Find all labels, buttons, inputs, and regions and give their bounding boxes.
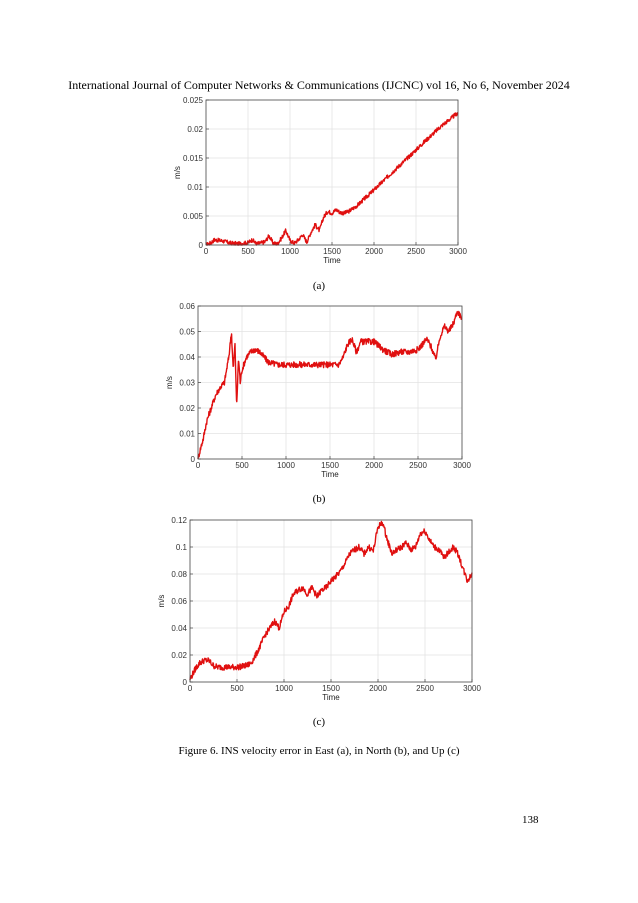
y-tick-label: 0.02 (179, 404, 195, 413)
sublabel-b: (b) (312, 493, 326, 505)
y-tick-label: 0.04 (179, 353, 195, 362)
x-tick-label: 2000 (365, 461, 383, 470)
x-axis-label: Time (323, 256, 341, 265)
y-axis-label: m/s (173, 166, 182, 179)
x-tick-label: 0 (188, 684, 193, 693)
x-tick-label: 500 (235, 461, 249, 470)
x-tick-label: 500 (241, 247, 255, 256)
x-tick-label: 1500 (321, 461, 339, 470)
x-tick-label: 500 (230, 684, 244, 693)
x-axis-label: Time (322, 693, 340, 702)
y-axis-label: m/s (165, 376, 174, 389)
chart-east-velocity-error: 0 500 1000 1500 2000 2500 3000 0 0.005 0.01 0.015 0… (173, 96, 467, 265)
x-tick-label: 2500 (416, 684, 434, 693)
x-tick-label: 2500 (409, 461, 427, 470)
sublabel-c: (c) (312, 716, 326, 728)
x-tick-label: 2000 (365, 247, 383, 256)
x-tick-label: 3000 (463, 684, 481, 693)
y-tick-label: 0.08 (171, 570, 187, 579)
x-tick-label: 1500 (322, 684, 340, 693)
chart-north-velocity-error: 0 500 1000 1500 2000 2500 3000 0 0.01 0.02 0.03 0.0… (165, 302, 471, 479)
figure-caption: Figure 6. INS velocity error in East (a)… (178, 745, 460, 757)
y-tick-label: 0.02 (171, 651, 187, 660)
page-number: 138 (522, 814, 539, 826)
x-tick-label: 1500 (323, 247, 341, 256)
x-tick-label: 0 (204, 247, 209, 256)
x-tick-label: 2500 (407, 247, 425, 256)
y-tick-label: 0.005 (183, 212, 204, 221)
x-tick-label: 1000 (275, 684, 293, 693)
x-tick-label: 3000 (449, 247, 467, 256)
y-tick-label: 0.06 (179, 302, 195, 311)
y-tick-label: 0.015 (183, 154, 204, 163)
y-tick-label: 0.12 (171, 516, 187, 525)
y-tick-label: 0.05 (179, 328, 195, 337)
x-tick-label: 0 (196, 461, 201, 470)
y-tick-label: 0.1 (176, 543, 188, 552)
x-tick-label: 1000 (277, 461, 295, 470)
y-tick-label: 0.06 (171, 597, 187, 606)
x-axis-label: Time (321, 470, 339, 479)
series-line (197, 310, 463, 460)
y-tick-label: 0.01 (179, 430, 195, 439)
y-tick-label: 0.03 (179, 379, 195, 388)
x-tick-label: 1000 (281, 247, 299, 256)
y-tick-label: 0 (199, 241, 204, 250)
chart-up-velocity-error: 0 500 1000 1500 2000 2500 3000 0 0.02 0.04 0.06 0.0… (157, 516, 481, 702)
y-tick-label: 0.01 (187, 183, 203, 192)
x-tick-label: 2000 (369, 684, 387, 693)
y-tick-label: 0.04 (171, 624, 187, 633)
y-tick-label: 0.025 (183, 96, 204, 105)
y-tick-label: 0 (183, 678, 188, 687)
journal-header: International Journal of Computer Networ… (68, 78, 570, 92)
y-tick-label: 0 (191, 455, 196, 464)
sublabel-a: (a) (312, 280, 326, 292)
y-tick-label: 0.02 (187, 125, 203, 134)
x-tick-label: 3000 (453, 461, 471, 470)
series-line (205, 112, 459, 246)
series-line (189, 520, 473, 681)
y-axis-label: m/s (157, 595, 166, 608)
